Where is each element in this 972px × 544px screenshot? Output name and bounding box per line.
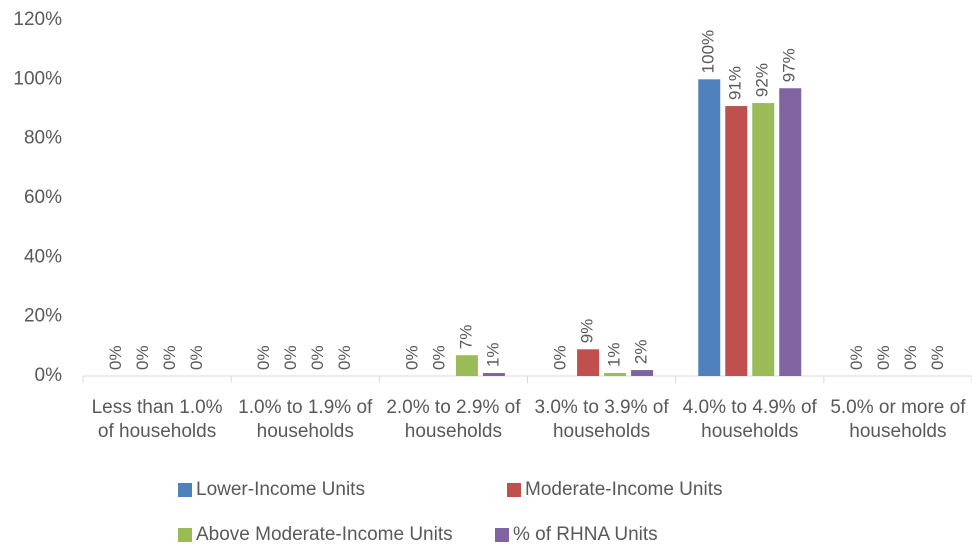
legend-label: Moderate-Income Units <box>525 479 722 500</box>
legend-label: Lower-Income Units <box>196 479 365 500</box>
bar <box>577 349 600 376</box>
data-label: 0% <box>551 345 570 370</box>
x-tick-label: 4.0% to 4.9% of households <box>682 397 817 442</box>
legend-label: Above Moderate-Income Units <box>196 524 453 544</box>
y-tick-label: 60% <box>24 187 62 208</box>
bar <box>698 79 721 376</box>
data-label: 1% <box>483 342 502 367</box>
data-label: 0% <box>847 345 866 370</box>
x-tick-label: 5.0% or more of households <box>830 397 966 442</box>
x-tick-label: 2.0% to 2.9% of households <box>386 397 521 442</box>
x-tick-label: Less than 1.0% of households <box>91 397 223 442</box>
data-label: 92% <box>753 63 772 97</box>
x-tick-label: 3.0% to 3.9% of households <box>534 397 669 442</box>
legend-swatch <box>178 528 192 542</box>
bar <box>752 103 775 377</box>
legend-label: % of RHNA Units <box>513 524 658 544</box>
data-label: 7% <box>456 325 475 350</box>
legend-swatch <box>178 483 192 497</box>
bar <box>482 373 505 376</box>
data-label: 0% <box>308 345 327 370</box>
data-label: 0% <box>928 345 947 370</box>
data-label: 0% <box>106 345 125 370</box>
y-tick-label: 120% <box>13 9 62 30</box>
y-tick-label: 100% <box>13 68 62 89</box>
y-tick-label: 40% <box>24 246 62 267</box>
data-label: 0% <box>281 345 300 370</box>
data-label: 0% <box>429 345 448 370</box>
y-tick-label: 0% <box>35 365 63 386</box>
y-tick-label: 80% <box>24 128 62 149</box>
data-label: 0% <box>335 345 354 370</box>
data-label: 0% <box>160 345 179 370</box>
bar <box>455 355 478 376</box>
data-label: 0% <box>254 345 273 370</box>
legend-swatch <box>495 528 509 542</box>
data-label: 0% <box>874 345 893 370</box>
data-label: 0% <box>901 345 920 370</box>
y-tick-label: 20% <box>24 306 62 327</box>
legend-swatch <box>507 483 521 497</box>
data-label: 0% <box>187 345 206 370</box>
bar <box>779 88 802 376</box>
data-label: 1% <box>605 342 624 367</box>
data-label: 2% <box>632 339 651 364</box>
bar <box>631 370 654 376</box>
data-label: 100% <box>699 30 718 73</box>
data-label: 0% <box>133 345 152 370</box>
data-label: 9% <box>578 319 597 344</box>
bar <box>725 106 748 377</box>
data-label: 97% <box>780 48 799 82</box>
data-label: 0% <box>402 345 421 370</box>
data-label: 91% <box>726 66 745 100</box>
bar <box>604 373 627 376</box>
x-tick-label: 1.0% to 1.9% of households <box>238 397 373 442</box>
